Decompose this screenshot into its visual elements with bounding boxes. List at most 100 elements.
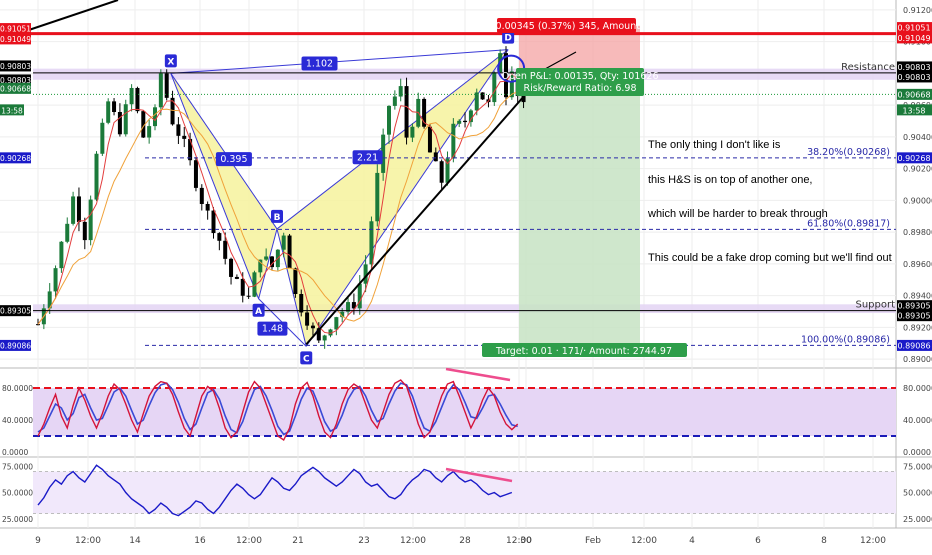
left-badge-bg [0, 33, 31, 45]
candle-body [106, 101, 111, 123]
risk-reward-text: Risk/Reward Ratio: 6.98 [523, 83, 636, 94]
left-badge-text: 0.91049 [0, 35, 31, 44]
stoch-axis-tick-left: 40.0000 [2, 416, 33, 425]
time-axis-tick: 6 [755, 536, 761, 546]
time-axis-tick: 8 [821, 536, 827, 546]
ratio-text: 1.102 [306, 59, 333, 70]
candle-body [357, 283, 362, 309]
stoch-axis-tick-left: 80.0000 [2, 384, 33, 393]
pattern-bcd-fill [277, 49, 509, 347]
candle-body [521, 96, 526, 103]
note-line-2: this H&S is on top of another one, [648, 173, 813, 186]
target-label-text: Target: 0.01 · 171/· Amount: 2744.97 [495, 346, 672, 357]
rsi-axis-tick: 75.0000 [903, 462, 932, 471]
time-badge-text: 13:58 [1, 106, 23, 115]
pattern-point-text: A [255, 307, 262, 317]
pattern-point-badge [271, 209, 283, 223]
stoch-divergence-line [445, 367, 511, 382]
price-badge-text: 0.89086 [897, 341, 930, 350]
price-badge-text: 0.91049 [897, 34, 930, 43]
pattern-point-c: C [300, 351, 313, 365]
candle-body [369, 221, 374, 265]
rsi-band [33, 471, 896, 514]
candle-body [305, 312, 310, 326]
pattern-point-b: B [271, 209, 283, 223]
stop-label-text: Stop: 0.00345 (0.37%) 345, Amount: 750 [468, 21, 665, 32]
price-badge-bg [897, 61, 932, 73]
time-axis-tick: 12:00 [400, 536, 426, 546]
candle-body [234, 276, 239, 279]
candle-body [141, 111, 146, 138]
pattern-point-text: C [303, 354, 310, 364]
candle-body [47, 291, 52, 309]
price-badge-bg [897, 88, 932, 100]
candle-body [258, 259, 263, 273]
trendline-rising-support [305, 94, 526, 346]
candle-body [310, 325, 315, 329]
time-badge-left: 13:58 [0, 104, 24, 116]
open-pnl-label: Open P&L: 0.00135, Qty: 101626Risk/Rewar… [502, 68, 659, 96]
pattern-point-d: D [502, 30, 515, 44]
price-axis-badge: 0.90803 [897, 61, 932, 73]
candle-body [492, 72, 497, 103]
ratio-text: 0.395 [220, 154, 247, 165]
time-axis-tick: 4 [689, 536, 695, 546]
pattern-ratio-label: 1.48 [257, 321, 288, 336]
candle-body [504, 53, 508, 98]
price-axis-badge: 0.91049 [897, 32, 932, 44]
time-axis-tick: 12:00 [236, 536, 262, 546]
rsi-axis-tick: 25.0000 [903, 515, 932, 524]
candle-body [71, 196, 76, 224]
candle-body [387, 105, 391, 135]
pattern-point-badge [164, 54, 177, 68]
candle-body [398, 86, 403, 97]
pattern-ratio-xd [170, 49, 509, 74]
candle-body [474, 92, 479, 111]
candle-body [82, 221, 87, 241]
pattern-ratio-label: 1.102 [301, 56, 338, 71]
candle-body [53, 268, 58, 292]
ratio-text: 2.21 [357, 152, 378, 163]
candle-body [188, 138, 193, 161]
left-badge-text: 0.89086 [0, 341, 31, 350]
left-price-badge: 0.90668 [0, 82, 31, 94]
candle-body [468, 110, 473, 123]
pattern-point-badge [252, 303, 265, 317]
candle-body [410, 126, 415, 138]
target-label-bg [482, 343, 687, 357]
candle-body [451, 123, 456, 159]
price-badge-text: 0.90268 [897, 154, 930, 163]
time-axis-tick: 12:00 [506, 536, 532, 546]
candle-body [281, 235, 286, 250]
time-badge-text: 13:58 [902, 106, 925, 115]
ratio-badge [257, 321, 288, 336]
note-line-3: which will be harder to break through [648, 208, 828, 220]
left-badge-text: 0.90803 [0, 76, 31, 85]
price-badge-bg [897, 339, 932, 351]
fib-level-label: 100.00%(0.89086) [801, 334, 890, 345]
rsi-axis-tick-left: 75.0000 [2, 462, 33, 471]
stoch-axis-tick: 40.0000 [903, 416, 932, 425]
pattern-point-x: X [164, 54, 177, 68]
time-axis-tick: 21 [292, 536, 303, 546]
candle-body [59, 241, 64, 269]
time-axis-tick: 14 [129, 536, 141, 546]
left-badge-bg [0, 305, 31, 317]
pattern-leg-cd [305, 49, 509, 347]
note-line-1: The only thing I don't like is [648, 139, 781, 151]
candle-body [246, 295, 251, 297]
time-badge-bg [0, 104, 24, 116]
fib-level-label: 61.80%(0.89817) [807, 218, 890, 229]
price-badge-bg [897, 310, 932, 322]
stoch-axis-tick: 0.0000 [903, 448, 931, 457]
candle-body [36, 324, 40, 326]
candle-body [433, 152, 438, 162]
price-badge-bg [897, 152, 932, 164]
candle-body [346, 302, 351, 312]
